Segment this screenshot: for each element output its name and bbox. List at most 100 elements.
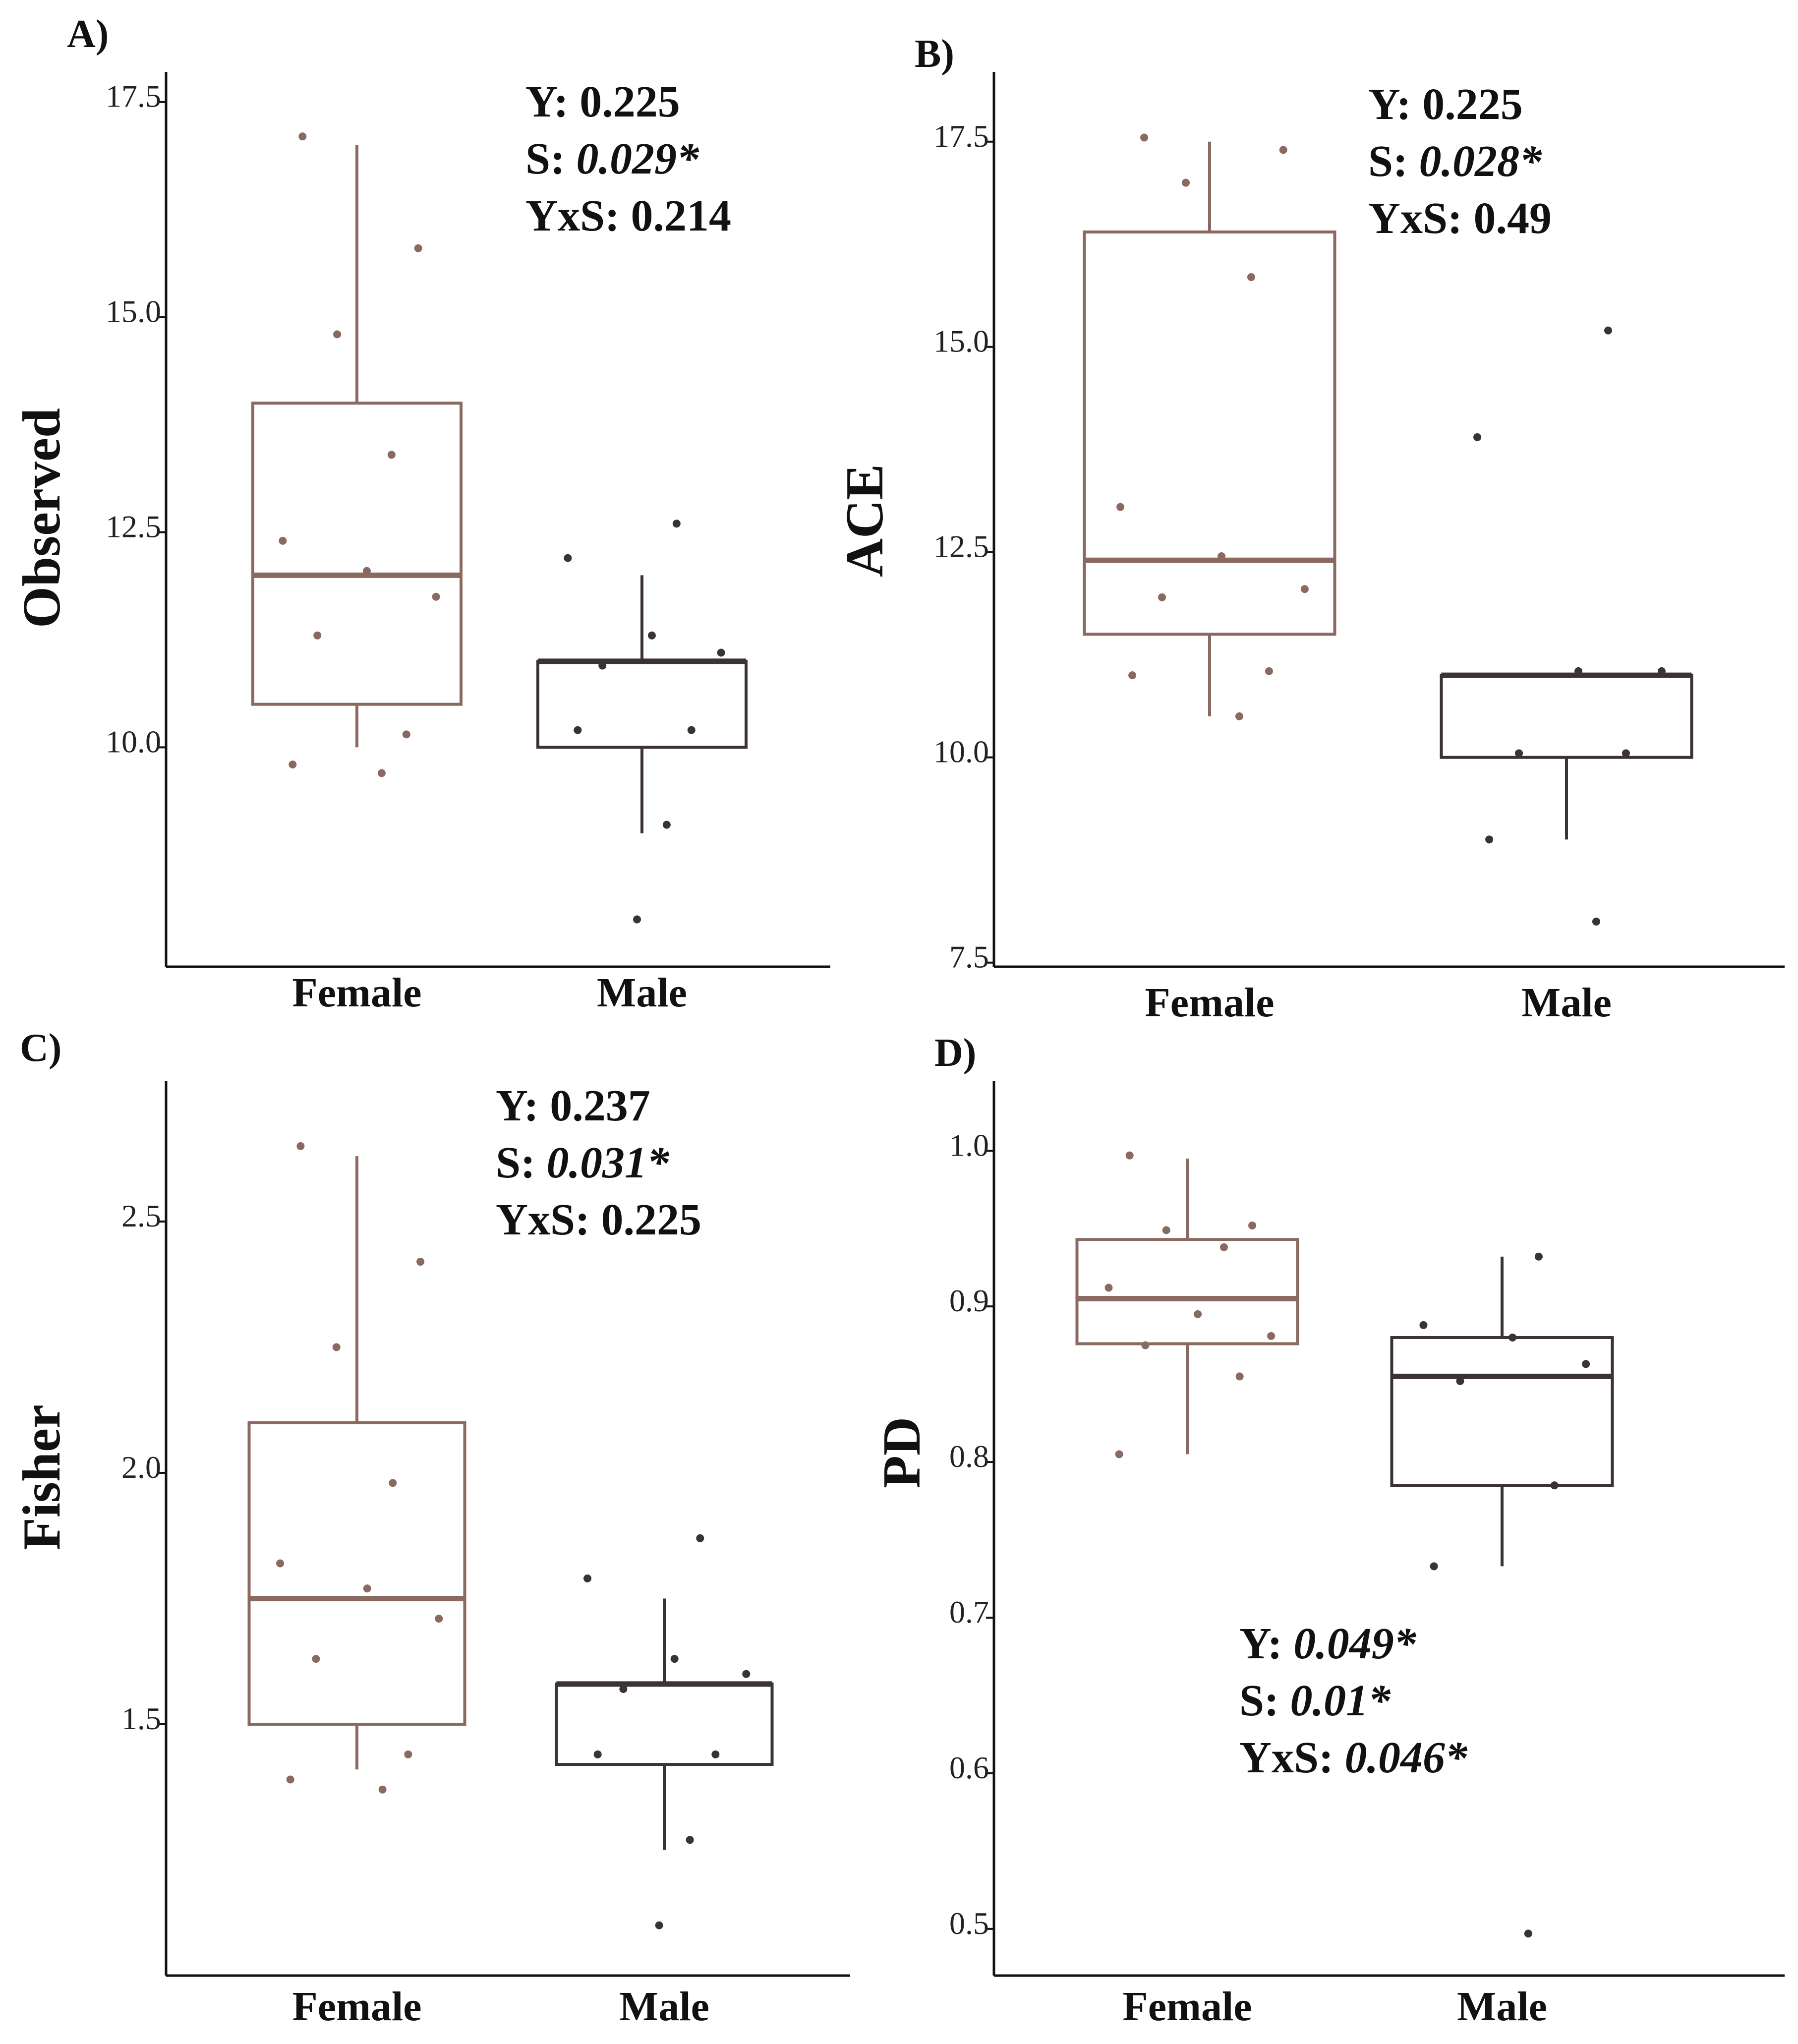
data-point (583, 1574, 592, 1582)
data-point (1419, 1321, 1428, 1329)
data-point (647, 631, 656, 640)
data-point (296, 1142, 305, 1150)
iqr-box (1440, 674, 1693, 759)
data-point (313, 631, 322, 640)
stat-line: YxS: 0.49 (1368, 194, 1552, 243)
data-point (1115, 1450, 1123, 1459)
box-female (1083, 133, 1336, 720)
data-point (655, 1921, 663, 1929)
stat-label: Y: (496, 1081, 550, 1130)
data-point (1524, 1929, 1532, 1938)
data-point (1140, 133, 1149, 142)
data-point (1182, 178, 1190, 187)
x-category-label: Female (1122, 1984, 1252, 2030)
panel-a-observed: 10.0 12.5 15.0 17.5 Observed A) Female Male Y: 0… (12, 12, 830, 1016)
data-point (416, 1258, 425, 1266)
data-point (1622, 749, 1630, 758)
data-point (1217, 552, 1225, 561)
data-point (1279, 146, 1287, 154)
data-point (717, 648, 725, 657)
iqr-box (1390, 1336, 1614, 1487)
stat-line: S: 0.01* (1239, 1676, 1391, 1725)
x-category-label: Male (1521, 980, 1612, 1026)
data-point (1300, 585, 1309, 593)
stat-value: 0.225 (601, 1195, 702, 1244)
data-point (298, 132, 307, 141)
panel-d-pd: 0.5 0.6 0.7 0.8 0.9 1.0 PD D) Female Male Y: 0.049… (872, 1031, 1785, 2030)
data-point (1128, 671, 1137, 680)
stat-line: YxS: 0.046* (1239, 1733, 1468, 1782)
panel-label: B) (915, 32, 954, 76)
data-point (1534, 1252, 1543, 1261)
data-point (377, 769, 386, 777)
panel-label: D) (934, 1031, 976, 1075)
stat-value: 0.225 (1422, 80, 1523, 129)
data-point (1430, 1562, 1438, 1571)
data-point (1162, 1226, 1170, 1234)
x-category-label: Female (1145, 980, 1274, 1026)
iqr-box (1075, 1238, 1299, 1345)
stat-label: S: (1368, 137, 1419, 186)
data-point (286, 1775, 294, 1784)
y-tick-label: 0.7 (949, 1594, 989, 1630)
data-point (1219, 1243, 1228, 1251)
stat-value: 0.49 (1474, 194, 1552, 243)
iqr-box (555, 1682, 774, 1766)
data-point (574, 726, 582, 734)
data-point (1265, 667, 1273, 675)
data-point (593, 1750, 602, 1758)
data-point (389, 1479, 397, 1487)
data-point (1515, 749, 1523, 758)
y-tick-label: 10.0 (933, 734, 989, 769)
data-point (333, 330, 342, 339)
stat-line: YxS: 0.225 (496, 1195, 701, 1244)
y-tick-label: 0.8 (949, 1439, 989, 1474)
stat-line: Y: 0.237 (496, 1081, 650, 1130)
y-tick-label: 1.5 (121, 1701, 161, 1736)
stat-line: S: 0.031* (496, 1138, 670, 1187)
data-point (619, 1685, 628, 1693)
stat-line: S: 0.029* (525, 134, 699, 183)
y-axis-title: ACE (835, 464, 894, 577)
y-tick-label: 12.5 (933, 529, 989, 564)
y-tick-label: 2.0 (121, 1450, 161, 1485)
data-point (332, 1343, 341, 1351)
box-male (555, 1534, 774, 1929)
box-male (1440, 326, 1693, 926)
stat-line: Y: 0.225 (525, 77, 680, 126)
data-point (363, 1584, 371, 1593)
stat-label: Y: (1368, 80, 1422, 129)
stat-label: S: (496, 1138, 547, 1187)
data-point (564, 554, 572, 562)
data-point (633, 915, 641, 924)
data-point (1158, 593, 1166, 601)
data-point (1473, 433, 1482, 441)
data-point (378, 1785, 387, 1794)
panel-label: C) (20, 1026, 61, 1070)
stat-line: Y: 0.049* (1239, 1619, 1417, 1668)
y-tick-label: 17.5 (933, 118, 989, 154)
stat-value: 0.225 (580, 77, 680, 126)
box-female (251, 132, 463, 777)
data-point (289, 760, 297, 769)
stat-value: 0.214 (631, 191, 732, 240)
panel-b-ace: 7.5 10.0 12.5 15.0 17.5 ACE B) Female Male Y: 0.2… (835, 32, 1785, 1026)
stat-label: YxS: (1239, 1733, 1345, 1782)
data-point (1248, 1221, 1257, 1229)
data-point (1116, 503, 1125, 511)
stat-line: YxS: 0.214 (525, 191, 731, 240)
stat-label: S: (1239, 1676, 1290, 1725)
data-point (1582, 1360, 1590, 1368)
data-point (1141, 1341, 1150, 1349)
y-tick-label: 7.5 (949, 939, 989, 975)
stat-value: 0.029* (577, 134, 700, 183)
data-point (742, 1670, 751, 1678)
stat-label: YxS: (525, 191, 631, 240)
data-point (672, 520, 681, 528)
stat-value: 0.028* (1419, 137, 1543, 186)
iqr-box (536, 659, 748, 749)
box-female (1075, 1151, 1299, 1459)
data-point (598, 661, 607, 670)
data-point (432, 592, 440, 601)
